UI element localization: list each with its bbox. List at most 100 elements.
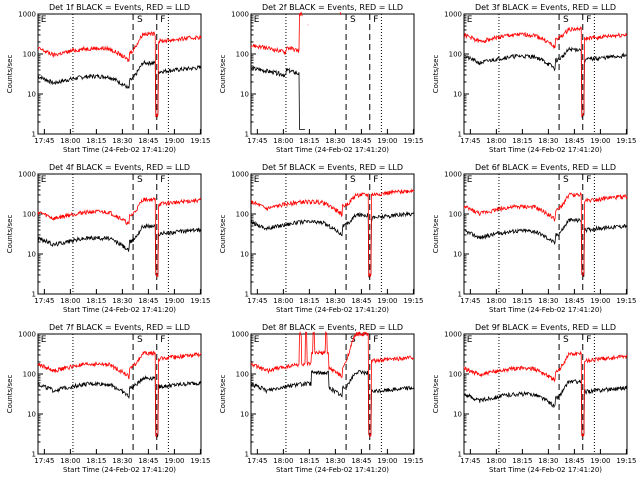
y-tick-label: 10 — [453, 251, 462, 259]
x-tick-label: 18:30 — [538, 297, 558, 305]
x-tick-label: 19:15 — [190, 297, 210, 305]
x-tick-label: 18:15 — [86, 457, 106, 465]
marker-e-label: E — [41, 335, 47, 345]
plot-title: Det 5f BLACK = Events, RED = LLD — [262, 163, 403, 172]
x-tick-label: 17:45 — [247, 137, 267, 145]
plot-title: Det 9f BLACK = Events, RED = LLD — [475, 323, 616, 332]
x-tick-label: 18:00 — [486, 137, 506, 145]
plot-frame — [37, 13, 202, 135]
x-tick-label: 18:15 — [299, 457, 319, 465]
x-axis-label: Start Time (24-Feb-02 17:41:20) — [489, 466, 602, 474]
x-tick-label: 18:00 — [60, 137, 80, 145]
y-tick-label: 100 — [23, 211, 36, 219]
plot-title: Det 8f BLACK = Events, RED = LLD — [262, 323, 403, 332]
x-tick-label: 18:30 — [325, 457, 345, 465]
marker-f-label: F — [586, 335, 591, 345]
y-tick-label: 100 — [236, 371, 249, 379]
plot-panel-7: Det 7f BLACK = Events, RED = LLD 1 10 100 10… — [6, 323, 211, 474]
marker-f-label: F — [373, 175, 378, 185]
y-tick-label: 100 — [236, 211, 249, 219]
y-tick-label: 1 — [458, 291, 462, 299]
x-tick-label: 18:00 — [273, 137, 293, 145]
x-tick-label: 18:00 — [273, 297, 293, 305]
y-axis-label: Counts/sec — [219, 55, 227, 94]
x-tick-label: 19:00 — [377, 137, 397, 145]
x-tick-label: 19:00 — [590, 457, 610, 465]
x-tick-label: 18:45 — [138, 137, 158, 145]
x-tick-label: 18:45 — [564, 137, 584, 145]
plot-title: Det 6f BLACK = Events, RED = LLD — [475, 163, 616, 172]
plot-panel-3: Det 3f BLACK = Events, RED = LLD 1 10 100 10… — [432, 3, 637, 154]
marker-f-label: F — [586, 175, 591, 185]
x-tick-label: 18:00 — [273, 457, 293, 465]
lld-series-line — [463, 26, 628, 118]
x-axis-label: Start Time (24-Feb-02 17:41:20) — [63, 146, 176, 154]
plot-title: Det 4f BLACK = Events, RED = LLD — [49, 163, 190, 172]
events-series-line — [463, 46, 628, 119]
events-series-line — [37, 222, 202, 276]
x-tick-label: 19:00 — [377, 297, 397, 305]
lld-series-line — [463, 350, 628, 437]
marker-e-label: E — [41, 15, 47, 25]
marker-e-label: E — [467, 175, 473, 185]
x-axis-label: Start Time (24-Feb-02 17:41:20) — [63, 466, 176, 474]
marker-s-label: S — [563, 335, 569, 345]
y-axis-label: Counts/sec — [219, 215, 227, 254]
x-tick-label: 18:30 — [112, 457, 132, 465]
y-tick-label: 100 — [449, 211, 462, 219]
lld-series-line — [251, 188, 415, 278]
y-tick-label: 10 — [27, 91, 36, 99]
y-tick-label: 1 — [245, 131, 249, 139]
y-tick-label: 1000 — [231, 331, 249, 339]
x-axis-label: Start Time (24-Feb-02 17:41:20) — [63, 306, 176, 314]
events-series-line — [250, 65, 305, 130]
x-tick-label: 17:45 — [247, 297, 267, 305]
plot-title: Det 1f BLACK = Events, RED = LLD — [49, 3, 190, 12]
y-tick-label: 10 — [240, 91, 249, 99]
y-tick-label: 1000 — [18, 11, 36, 19]
plot-frame — [250, 333, 415, 455]
lld-series-line — [250, 331, 415, 438]
plot-panel-8: Det 8f BLACK = Events, RED = LLD 1 10 100 10… — [219, 323, 424, 474]
x-tick-label: 17:45 — [34, 457, 54, 465]
events-series-line — [463, 379, 628, 437]
x-tick-label: 18:45 — [351, 137, 371, 145]
y-tick-label: 1000 — [444, 331, 462, 339]
plot-frame — [250, 173, 415, 295]
plot-title: Det 7f BLACK = Events, RED = LLD — [49, 323, 190, 332]
y-axis-label: Counts/sec — [6, 55, 14, 94]
marker-f-label: F — [373, 335, 378, 345]
x-tick-label: 17:45 — [34, 297, 54, 305]
x-tick-label: 17:45 — [460, 297, 480, 305]
marker-s-label: S — [137, 335, 143, 345]
y-axis-label: Counts/sec — [6, 375, 14, 414]
marker-e-label: E — [254, 175, 260, 185]
marker-e-label: E — [254, 335, 260, 345]
plot-frame — [463, 333, 628, 455]
marker-s-label: S — [137, 15, 143, 25]
x-tick-label: 18:00 — [60, 457, 80, 465]
x-tick-label: 18:30 — [538, 137, 558, 145]
plot-frame — [463, 13, 628, 135]
x-tick-label: 18:00 — [60, 297, 80, 305]
lld-series-line — [250, 11, 342, 56]
x-axis-label: Start Time (24-Feb-02 17:41:20) — [276, 466, 389, 474]
y-tick-label: 1 — [32, 451, 36, 459]
x-tick-label: 18:45 — [138, 457, 158, 465]
events-series-line — [250, 369, 415, 437]
x-tick-label: 19:00 — [590, 137, 610, 145]
x-tick-label: 19:15 — [403, 297, 423, 305]
events-series-line — [463, 217, 628, 277]
x-tick-label: 19:15 — [616, 297, 636, 305]
x-tick-label: 18:15 — [512, 297, 532, 305]
y-tick-label: 1 — [32, 291, 36, 299]
plot-frame — [37, 173, 202, 295]
y-tick-label: 10 — [240, 411, 249, 419]
x-tick-label: 18:15 — [299, 137, 319, 145]
x-tick-label: 18:15 — [512, 457, 532, 465]
x-tick-label: 18:45 — [564, 457, 584, 465]
x-tick-label: 18:00 — [486, 457, 506, 465]
y-tick-label: 1 — [458, 131, 462, 139]
marker-f-label: F — [160, 175, 165, 185]
y-tick-label: 100 — [449, 51, 462, 59]
